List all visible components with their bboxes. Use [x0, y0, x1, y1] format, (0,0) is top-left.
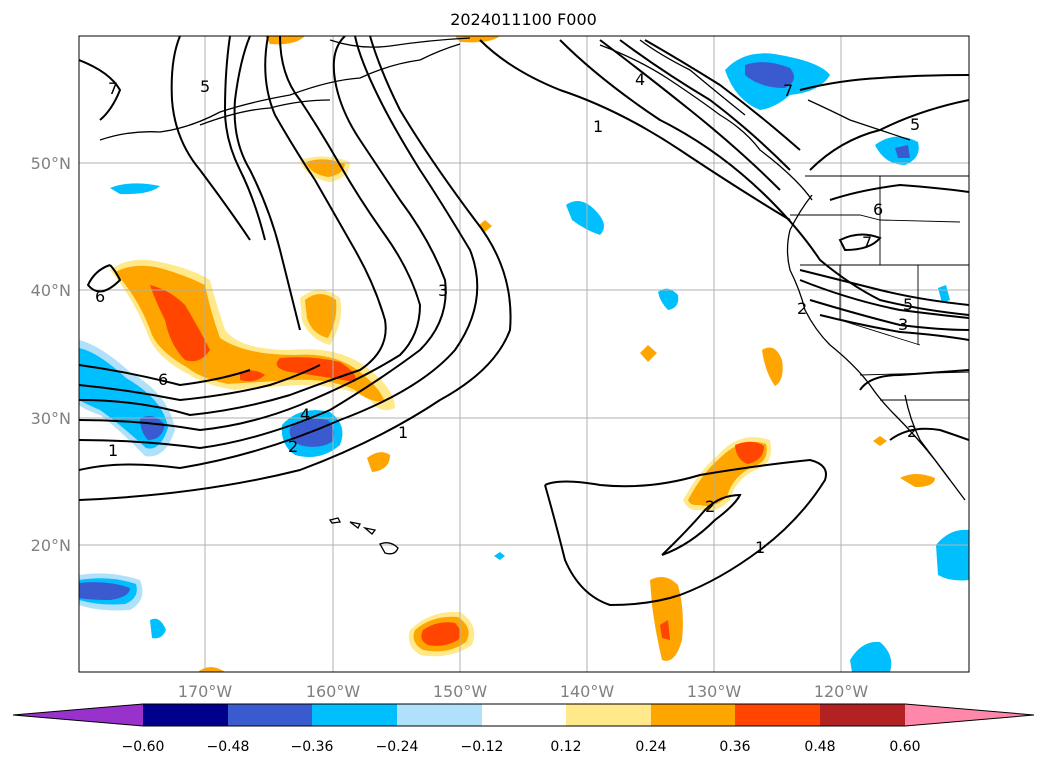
negative-anomaly-region	[658, 288, 679, 310]
colorbar-segment	[905, 704, 1034, 726]
colorbar-tick-label: 0.24	[635, 739, 666, 755]
positive-anomaly-region	[762, 347, 783, 386]
contour-label: 7	[783, 81, 793, 100]
borders	[790, 175, 969, 401]
islands	[328, 517, 399, 555]
colorbar-segment	[735, 704, 820, 726]
contour-lines	[79, 36, 969, 607]
map-area[interactable]: 7 5 1 4 5 6 7 6 3 5 3 2 6 1 4 2 1 2 1 7 …	[79, 36, 969, 672]
colorbar-segment	[13, 704, 143, 726]
colorbar-tick-label: −0.48	[207, 739, 250, 755]
colorbar-segment	[143, 704, 228, 726]
lat-label: 40°N	[31, 281, 71, 300]
contour-label: 1	[398, 423, 408, 442]
latitude-labels: 50°N 40°N 30°N 20°N	[31, 154, 71, 555]
contour-label: 2	[907, 422, 917, 441]
positive-anomaly-region	[305, 294, 337, 338]
positive-anomaly-region	[900, 474, 935, 487]
lat-label: 30°N	[31, 409, 71, 428]
negative-anomaly-region	[895, 145, 910, 158]
contour-label: 1	[108, 441, 118, 460]
negative-anomaly-region	[494, 552, 505, 560]
contour-label: 5	[910, 115, 920, 134]
negative-anomaly-region	[936, 529, 969, 581]
map-frame	[78, 35, 970, 673]
negative-anomaly-region	[566, 201, 604, 235]
contour-labels: 7 5 1 4 5 6 7 6 3 5 3 2 6 1 4 2 1 2 1 7 …	[95, 70, 920, 557]
lat-label: 20°N	[31, 536, 71, 555]
contour-label: 2	[288, 437, 298, 456]
positive-anomaly-region	[650, 576, 683, 661]
map-title: 2024011100 F000	[450, 10, 597, 29]
contour-label: 3	[438, 281, 448, 300]
colorbar-tick-label: −0.36	[291, 739, 334, 755]
positive-anomaly-region	[276, 357, 356, 382]
contour-label: 6	[95, 287, 105, 306]
negative-anomaly-region	[150, 618, 166, 639]
contour-label: 5	[903, 295, 913, 314]
colorbar-segment	[820, 704, 905, 726]
gridlines	[79, 36, 969, 672]
coastlines	[99, 37, 966, 501]
colorbar-segment	[228, 704, 312, 726]
positive-anomaly-region	[306, 159, 345, 177]
contour-label: 4	[635, 70, 645, 89]
lon-label: 160°W	[306, 682, 361, 701]
longitude-labels: 170°W 160°W 150°W 140°W 130°W 120°W	[178, 682, 869, 701]
colorbar-tick-label: −0.24	[376, 739, 419, 755]
lon-label: 170°W	[178, 682, 233, 701]
contour-label: 4	[300, 405, 310, 424]
colorbar-tick-label: 0.36	[719, 739, 750, 755]
colorbar: −0.60 −0.48 −0.36 −0.24 −0.12 0.12 0.24 …	[12, 703, 1035, 755]
colorbar-segment	[312, 704, 397, 726]
negative-anomaly-region	[79, 582, 130, 600]
colorbar-segment	[651, 704, 735, 726]
contour-label: 6	[873, 200, 883, 219]
negative-anomaly-region	[850, 641, 892, 672]
positive-anomaly-region	[265, 36, 305, 45]
colorbar-tick-label: 0.12	[550, 739, 581, 755]
contour-label: 2	[797, 299, 807, 318]
negative-anomaly-region	[745, 62, 794, 88]
positive-anomaly-region	[240, 370, 265, 382]
positive-anomaly-region	[640, 345, 657, 362]
positive-anomaly-region	[367, 452, 390, 472]
lon-label: 120°W	[814, 682, 869, 701]
contour-label: 7	[862, 233, 872, 252]
colorbar-tick-label: 0.60	[889, 739, 920, 755]
colorbar-segment	[482, 704, 566, 726]
contour-label: 5	[200, 77, 210, 96]
colorbar-tick-label: 0.48	[804, 739, 835, 755]
negative-anomaly-region	[289, 418, 335, 447]
positive-anomaly-region	[421, 622, 461, 646]
positive-anomaly-region	[873, 436, 887, 446]
negative-anomaly-region	[110, 183, 160, 195]
contour-label: 7	[108, 79, 118, 98]
contour-label: 6	[158, 370, 168, 389]
colorbar-tick-label: −0.12	[461, 739, 504, 755]
positive-anomaly-region	[150, 285, 210, 362]
lat-label: 50°N	[31, 154, 71, 173]
contour-label: 3	[898, 315, 908, 334]
colorbar-segment	[397, 704, 482, 726]
lon-label: 140°W	[560, 682, 615, 701]
contour-label: 1	[593, 117, 603, 136]
positive-anomaly-region	[660, 620, 670, 640]
colorbar-outline	[12, 703, 1035, 727]
colorbar-segment	[566, 704, 651, 726]
lon-label: 130°W	[687, 682, 742, 701]
lon-label: 150°W	[433, 682, 488, 701]
positive-anomaly-region	[735, 441, 764, 464]
colorbar-tick-label: −0.60	[122, 739, 165, 755]
contour-label: 2	[705, 497, 715, 516]
contour-label: 1	[755, 538, 765, 557]
